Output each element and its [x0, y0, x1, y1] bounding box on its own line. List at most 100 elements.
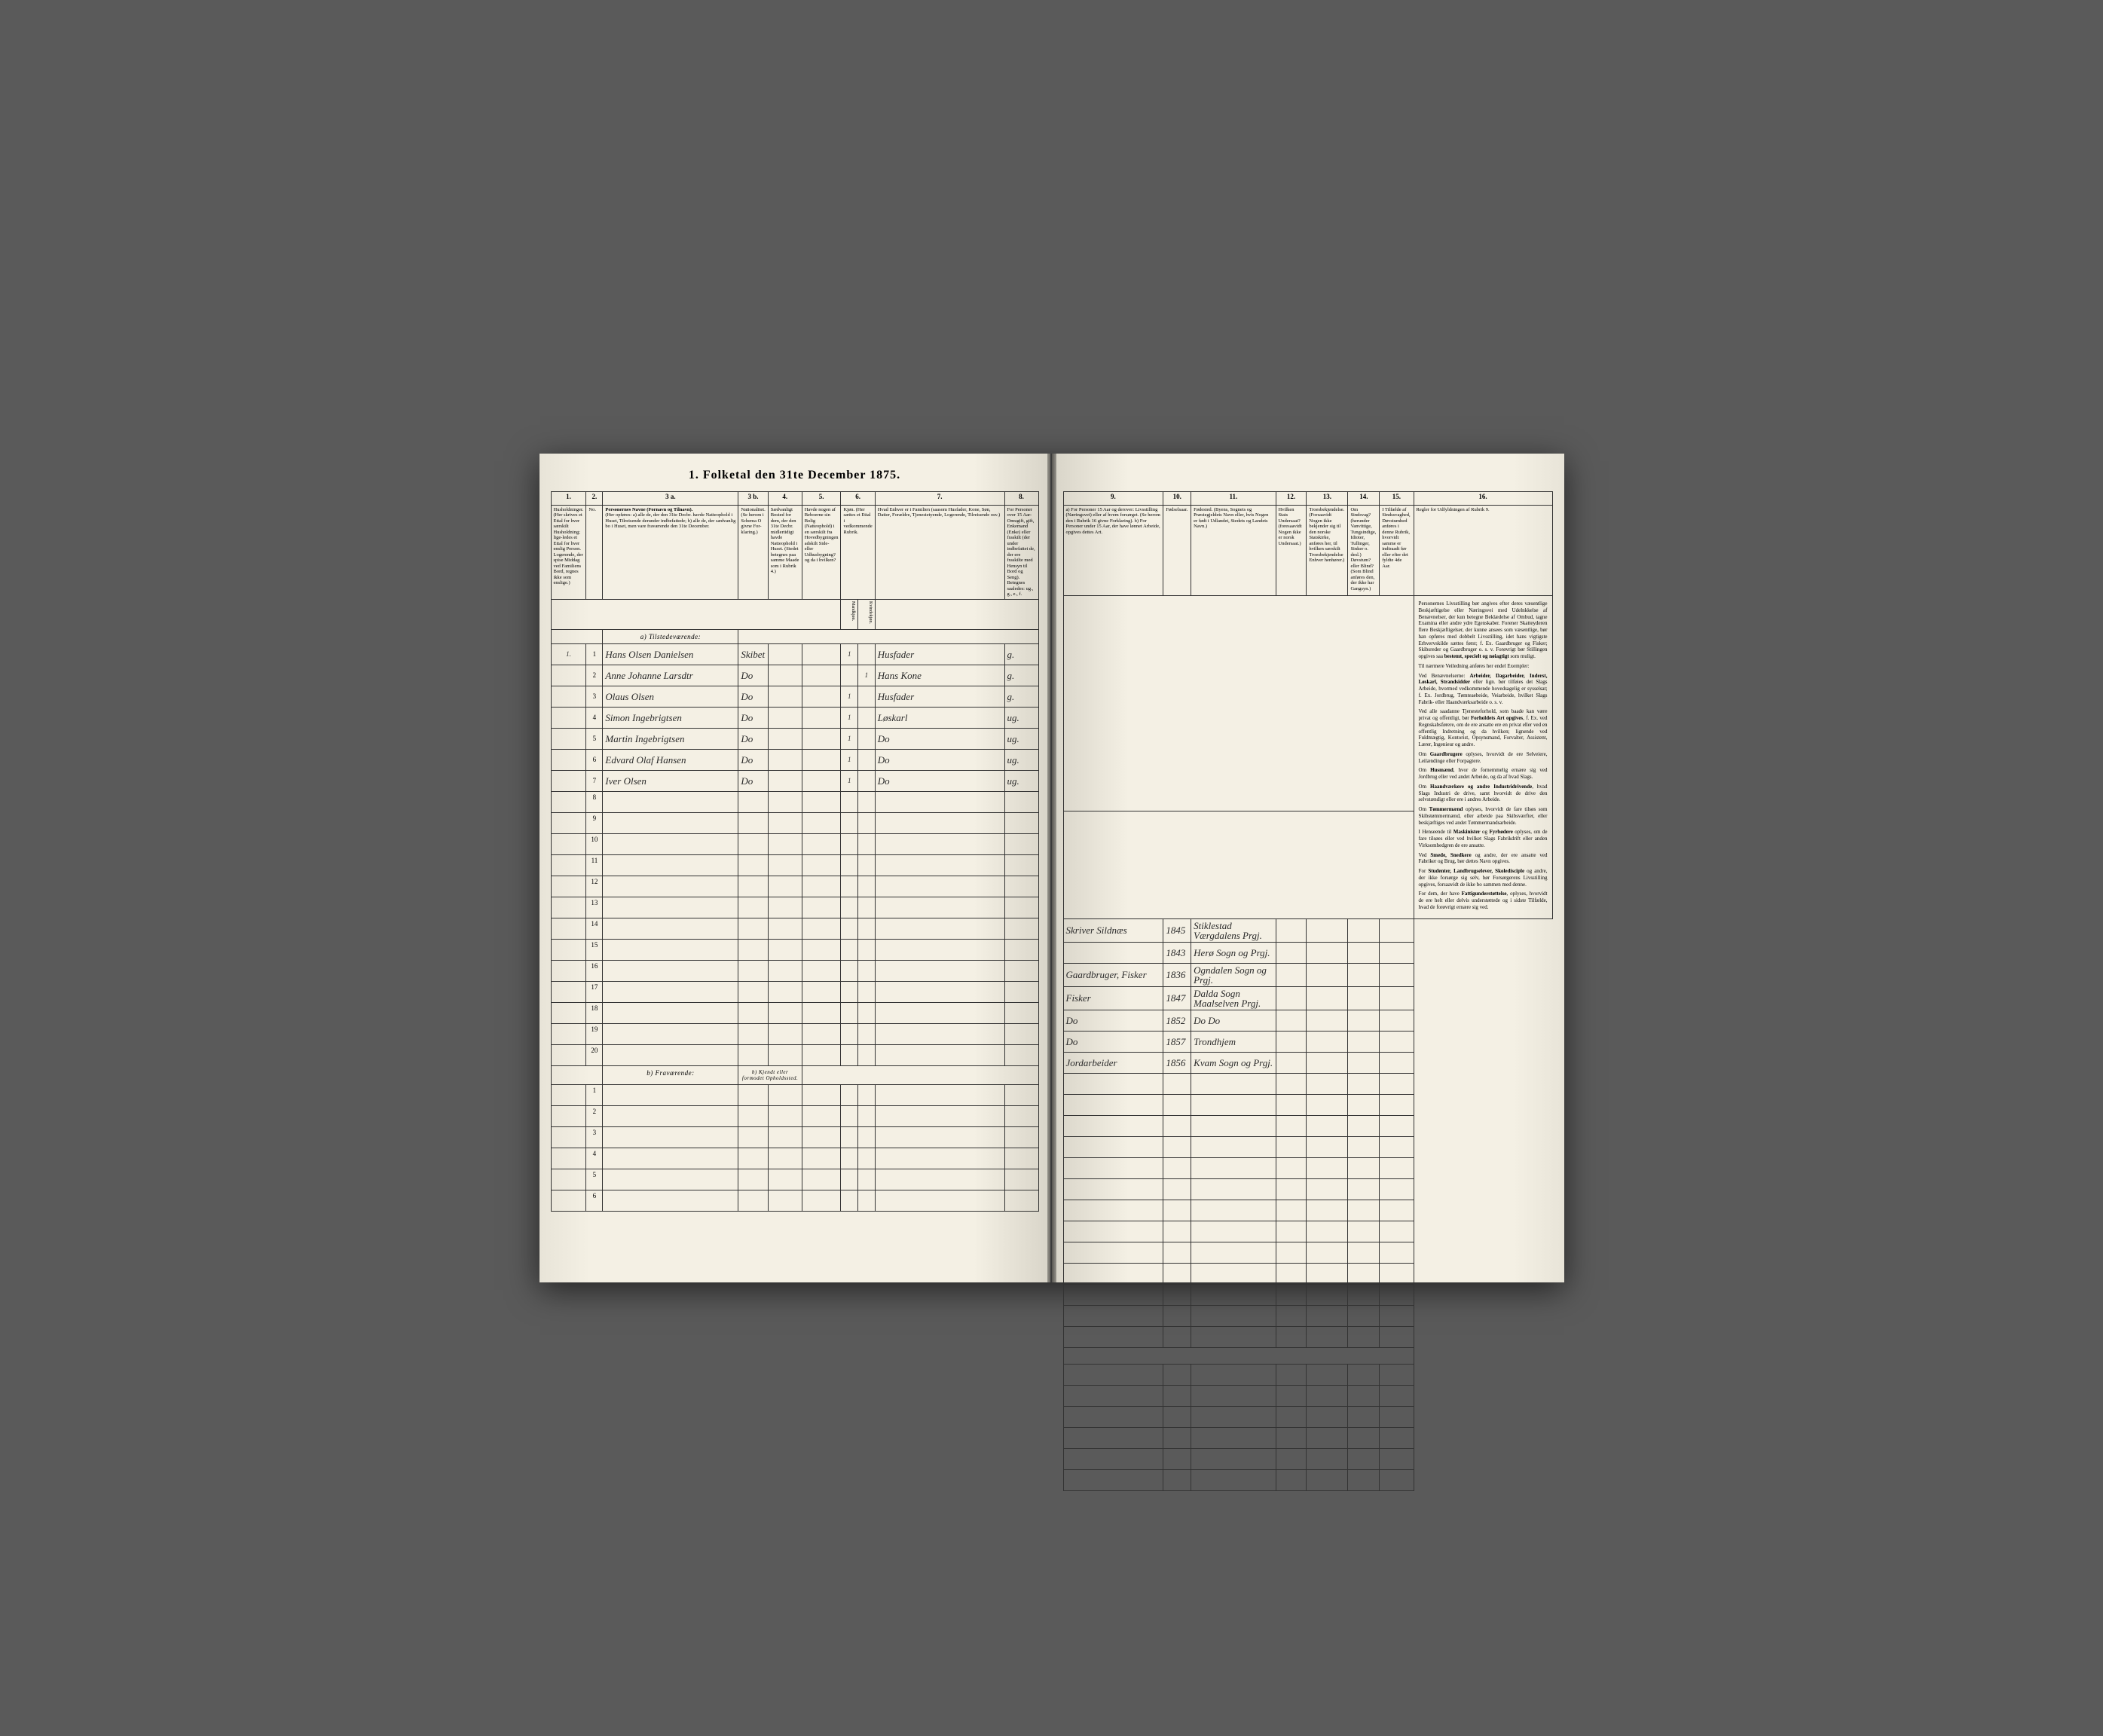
cell-5 — [802, 665, 841, 686]
cell-15 — [1380, 963, 1414, 986]
subheader-row: Mandkjøn. Kvindekjøn. — [551, 599, 1038, 629]
cell-13 — [1307, 1031, 1348, 1052]
cell-name: Olaus Olsen — [603, 686, 738, 707]
cell-fam: Hans Kone — [875, 665, 1004, 686]
cell-nat: Do — [738, 749, 768, 770]
rules-paragraph: Om Haandværkere og andre Industridrivend… — [1419, 784, 1548, 803]
table-row: 7 Iver Olsen Do 1 Do ug. — [551, 770, 1038, 791]
cell-hh — [551, 707, 586, 728]
cell-15 — [1380, 942, 1414, 963]
cell-num: 4 — [586, 707, 603, 728]
cell-m: 1 — [841, 770, 858, 791]
cell-occ — [1063, 942, 1163, 963]
cell-15 — [1380, 918, 1414, 942]
cell-fam: Do — [875, 749, 1004, 770]
cell-13 — [1307, 986, 1348, 1010]
table-row — [1063, 1326, 1552, 1347]
cell-place: Herø Sogn og Prgj. — [1191, 942, 1276, 963]
table-row: 1 — [551, 1084, 1038, 1105]
cell-12 — [1276, 963, 1307, 986]
cell-civ: ug. — [1004, 770, 1038, 791]
hdr-3b: Nationalitet. (Se herom i Schema O givne… — [738, 506, 768, 600]
cell-num: 4 — [586, 1148, 603, 1169]
cell-k — [858, 770, 876, 791]
cell-4 — [768, 770, 802, 791]
coln-12: 12. — [1276, 492, 1307, 506]
cell-name: Iver Olsen — [603, 770, 738, 791]
cell-hh: 1. — [551, 643, 586, 665]
hdr-2: No. — [586, 506, 603, 600]
table-row: 16 — [551, 960, 1038, 981]
absent-rows-left: 123456 — [551, 1084, 1038, 1211]
cell-num: 9 — [586, 812, 603, 833]
hdr-12: Hvilken Stats Undersaat? (foresaavidt No… — [1276, 506, 1307, 596]
cell-num: 6 — [586, 749, 603, 770]
cell-num: 3 — [586, 1126, 603, 1148]
cell-5 — [802, 770, 841, 791]
table-row — [1063, 1242, 1552, 1263]
cell-num: 17 — [586, 981, 603, 1002]
hdr-14: Om Sindsvag? (herunder Vanvittige, Tungs… — [1348, 506, 1380, 596]
cell-num: 1 — [586, 1084, 603, 1105]
hdr-6k: Kvindekjøn. — [858, 599, 876, 629]
coln-1: 1. — [551, 492, 586, 506]
coln-16: 16. — [1414, 492, 1552, 506]
cell-place: Do Do — [1191, 1010, 1276, 1031]
cell-12 — [1276, 1010, 1307, 1031]
coln-3a: 3 a. — [603, 492, 738, 506]
book-spine — [1047, 454, 1056, 1282]
cell-num: 19 — [586, 1023, 603, 1044]
cell-nat: Do — [738, 665, 768, 686]
cell-hh — [551, 665, 586, 686]
table-row: 13 — [551, 897, 1038, 918]
cell-m — [841, 665, 858, 686]
cell-num: 7 — [586, 770, 603, 791]
cell-fam: Do — [875, 728, 1004, 749]
hdr-15: I Tilfælde af Sindssvaghed, Døvstumhed a… — [1380, 506, 1414, 596]
cell-place: Stiklestad Værgdalens Prgj. — [1191, 918, 1276, 942]
cell-14 — [1348, 1052, 1380, 1073]
table-row: 17 — [551, 981, 1038, 1002]
cell-14 — [1348, 918, 1380, 942]
cell-num: 11 — [586, 854, 603, 876]
cell-civ: g. — [1004, 686, 1038, 707]
rows-present-left: 1. 1 Hans Olsen Danielsen Skibet 1 Husfa… — [551, 643, 1038, 791]
coln-3b: 3 b. — [738, 492, 768, 506]
cell-13 — [1307, 1052, 1348, 1073]
cell-4 — [768, 707, 802, 728]
cell-4 — [768, 686, 802, 707]
cell-occ: Jordarbeider — [1063, 1052, 1163, 1073]
cell-fam: Husfader — [875, 686, 1004, 707]
cell-14 — [1348, 986, 1380, 1010]
rows-present-right: Skriver Sildnæs 1845 Stiklestad Værgdale… — [1063, 918, 1552, 1073]
rules-paragraph: Om Tømmermænd oplyses, hvorvidt de fare … — [1419, 806, 1548, 826]
cell-civ: g. — [1004, 665, 1038, 686]
cell-name: Hans Olsen Danielsen — [603, 643, 738, 665]
cell-num: 8 — [586, 791, 603, 812]
cell-occ: Gaardbruger, Fisker — [1063, 963, 1163, 986]
table-row: 14 — [551, 918, 1038, 939]
cell-13 — [1307, 918, 1348, 942]
cell-year: 1856 — [1163, 1052, 1191, 1073]
table-row: Fisker 1847 Dalda Sogn Maalselven Prgj. — [1063, 986, 1552, 1010]
cell-12 — [1276, 1052, 1307, 1073]
coln-9: 9. — [1063, 492, 1163, 506]
cell-year: 1852 — [1163, 1010, 1191, 1031]
cell-occ: Skriver Sildnæs — [1063, 918, 1163, 942]
cell-occ: Do — [1063, 1031, 1163, 1052]
cell-5 — [802, 728, 841, 749]
section-b-spacer — [1063, 1347, 1552, 1364]
absent-rows-right — [1063, 1364, 1552, 1490]
cell-13 — [1307, 942, 1348, 963]
rules-paragraph: I Henseende til Maskinister og Fyrbødere… — [1419, 829, 1548, 848]
cell-k — [858, 643, 876, 665]
cell-nat: Do — [738, 686, 768, 707]
rules-paragraph: Ved Smede, Snedkere og andre, der ere an… — [1419, 852, 1548, 866]
coln-4: 4. — [768, 492, 802, 506]
cell-num: 20 — [586, 1044, 603, 1065]
table-row: 5 Martin Ingebrigtsen Do 1 Do ug. — [551, 728, 1038, 749]
table-row — [1063, 1385, 1552, 1406]
cell-name: Martin Ingebrigtsen — [603, 728, 738, 749]
cell-4 — [768, 665, 802, 686]
table-row: 6 — [551, 1190, 1038, 1211]
